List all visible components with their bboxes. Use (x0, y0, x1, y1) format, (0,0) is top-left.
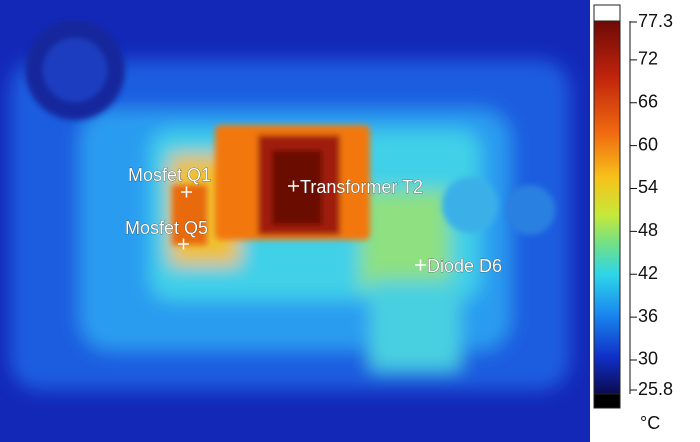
tick-label: 25.8 (638, 379, 673, 399)
color-scale (594, 21, 620, 394)
annotation-label: Mosfet Q5 (125, 218, 208, 238)
tick-label: 72 (638, 49, 658, 69)
tick-label: 77.3 (638, 11, 673, 31)
annotation-label: Diode D6 (427, 256, 502, 276)
thermal-image (0, 0, 590, 442)
tick-label: 36 (638, 306, 658, 326)
tick-label: 42 (638, 263, 658, 283)
under-cap (594, 394, 620, 408)
tick-label: 30 (638, 349, 658, 369)
unit-label: °C (640, 413, 660, 433)
tick-label: 66 (638, 91, 658, 111)
tick-label: 48 (638, 220, 658, 240)
over-cap (594, 5, 620, 21)
thermal-view: Mosfet Q1 Mosfet Q5 Transformer T2 Diode… (0, 0, 700, 442)
tick-label: 60 (638, 134, 658, 154)
tick-label: 54 (638, 177, 658, 197)
colorbar: °C 77.3 72 66 60 54 48 42 36 30 25.8 (594, 5, 673, 433)
annotation-label: Transformer T2 (300, 177, 423, 197)
annotation-label: Mosfet Q1 (128, 165, 211, 185)
